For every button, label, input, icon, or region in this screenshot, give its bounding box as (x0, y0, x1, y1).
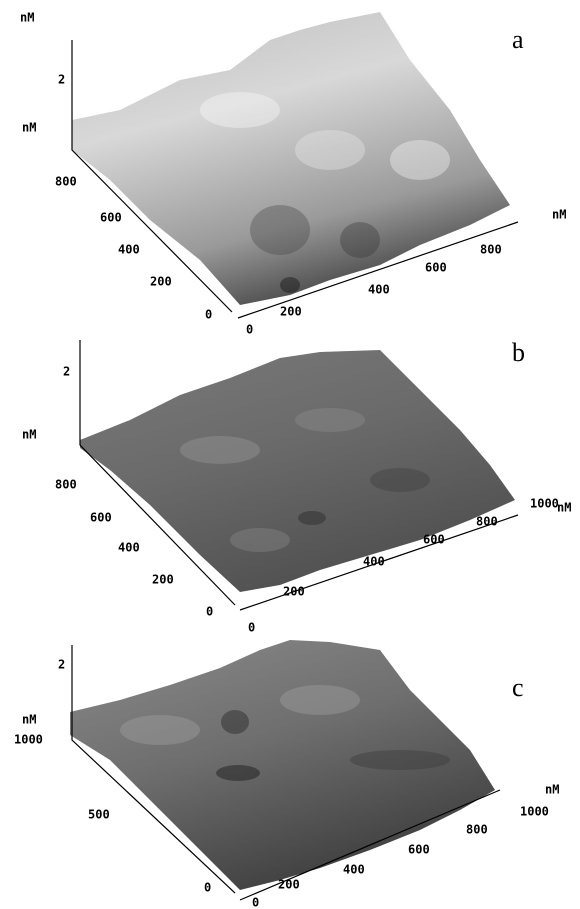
x-unit: nM (557, 501, 571, 515)
y-unit: nM (22, 713, 36, 727)
x-tick-label: 400 (368, 283, 390, 297)
panel-label: c (512, 673, 524, 702)
panel-label: a (512, 25, 524, 54)
y-unit: nM (22, 121, 36, 135)
panel-label: b (512, 338, 525, 367)
z-tick-label: 2 (58, 658, 65, 672)
x-tick-label: 800 (466, 823, 488, 837)
y-tick-label: 0 (206, 605, 213, 619)
x-tick-label: 0 (246, 323, 253, 337)
x-tick-label: 0 (252, 896, 259, 909)
y-tick-label: 200 (152, 573, 174, 587)
x-tick-label: 800 (480, 243, 502, 257)
y-tick-label: 400 (118, 243, 140, 257)
y-tick-label: 800 (55, 478, 77, 492)
x-tick-label: 1000 (530, 497, 559, 511)
x-tick-label: 200 (278, 878, 300, 892)
z-unit: nM (20, 11, 34, 25)
y-tick-label: 200 (150, 275, 172, 289)
x-tick-label: 400 (363, 555, 385, 569)
x-tick-label: 200 (280, 305, 302, 319)
x-tick-label: 600 (423, 533, 445, 547)
panel-b: 2 nM 800 600 400 200 0 0 200 400 600 800… (22, 338, 571, 635)
x-tick-label: 600 (425, 261, 447, 275)
x-unit: nM (552, 208, 566, 222)
x-tick-label: 200 (283, 585, 305, 599)
z-tick-label: 2 (58, 73, 65, 87)
figure: nM 2 nM 800 600 400 200 0 0 200 400 600 … (0, 0, 580, 909)
y-tick-label: 1000 (14, 733, 43, 747)
x-unit: nM (545, 783, 559, 797)
x-tick-label: 800 (476, 515, 498, 529)
y-tick-label: 800 (55, 175, 77, 189)
y-tick-label: 500 (88, 808, 110, 822)
y-tick-label: 600 (100, 211, 122, 225)
panel-c: 2 nM 1000 500 0 0 200 400 600 800 1000 n… (14, 640, 559, 909)
x-tick-label: 600 (408, 843, 430, 857)
panel-a: nM 2 nM 800 600 400 200 0 0 200 400 600 … (20, 11, 566, 337)
x-tick-label: 0 (248, 621, 255, 635)
surface (80, 350, 515, 592)
y-tick-label: 400 (118, 541, 140, 555)
y-unit: nM (22, 428, 36, 442)
y-tick-label: 0 (205, 308, 212, 322)
x-tick-label: 400 (343, 863, 365, 877)
y-tick-label: 600 (90, 511, 112, 525)
x-tick-label: 1000 (520, 805, 549, 819)
z-tick-label: 2 (63, 365, 70, 379)
y-tick-label: 0 (204, 881, 211, 895)
